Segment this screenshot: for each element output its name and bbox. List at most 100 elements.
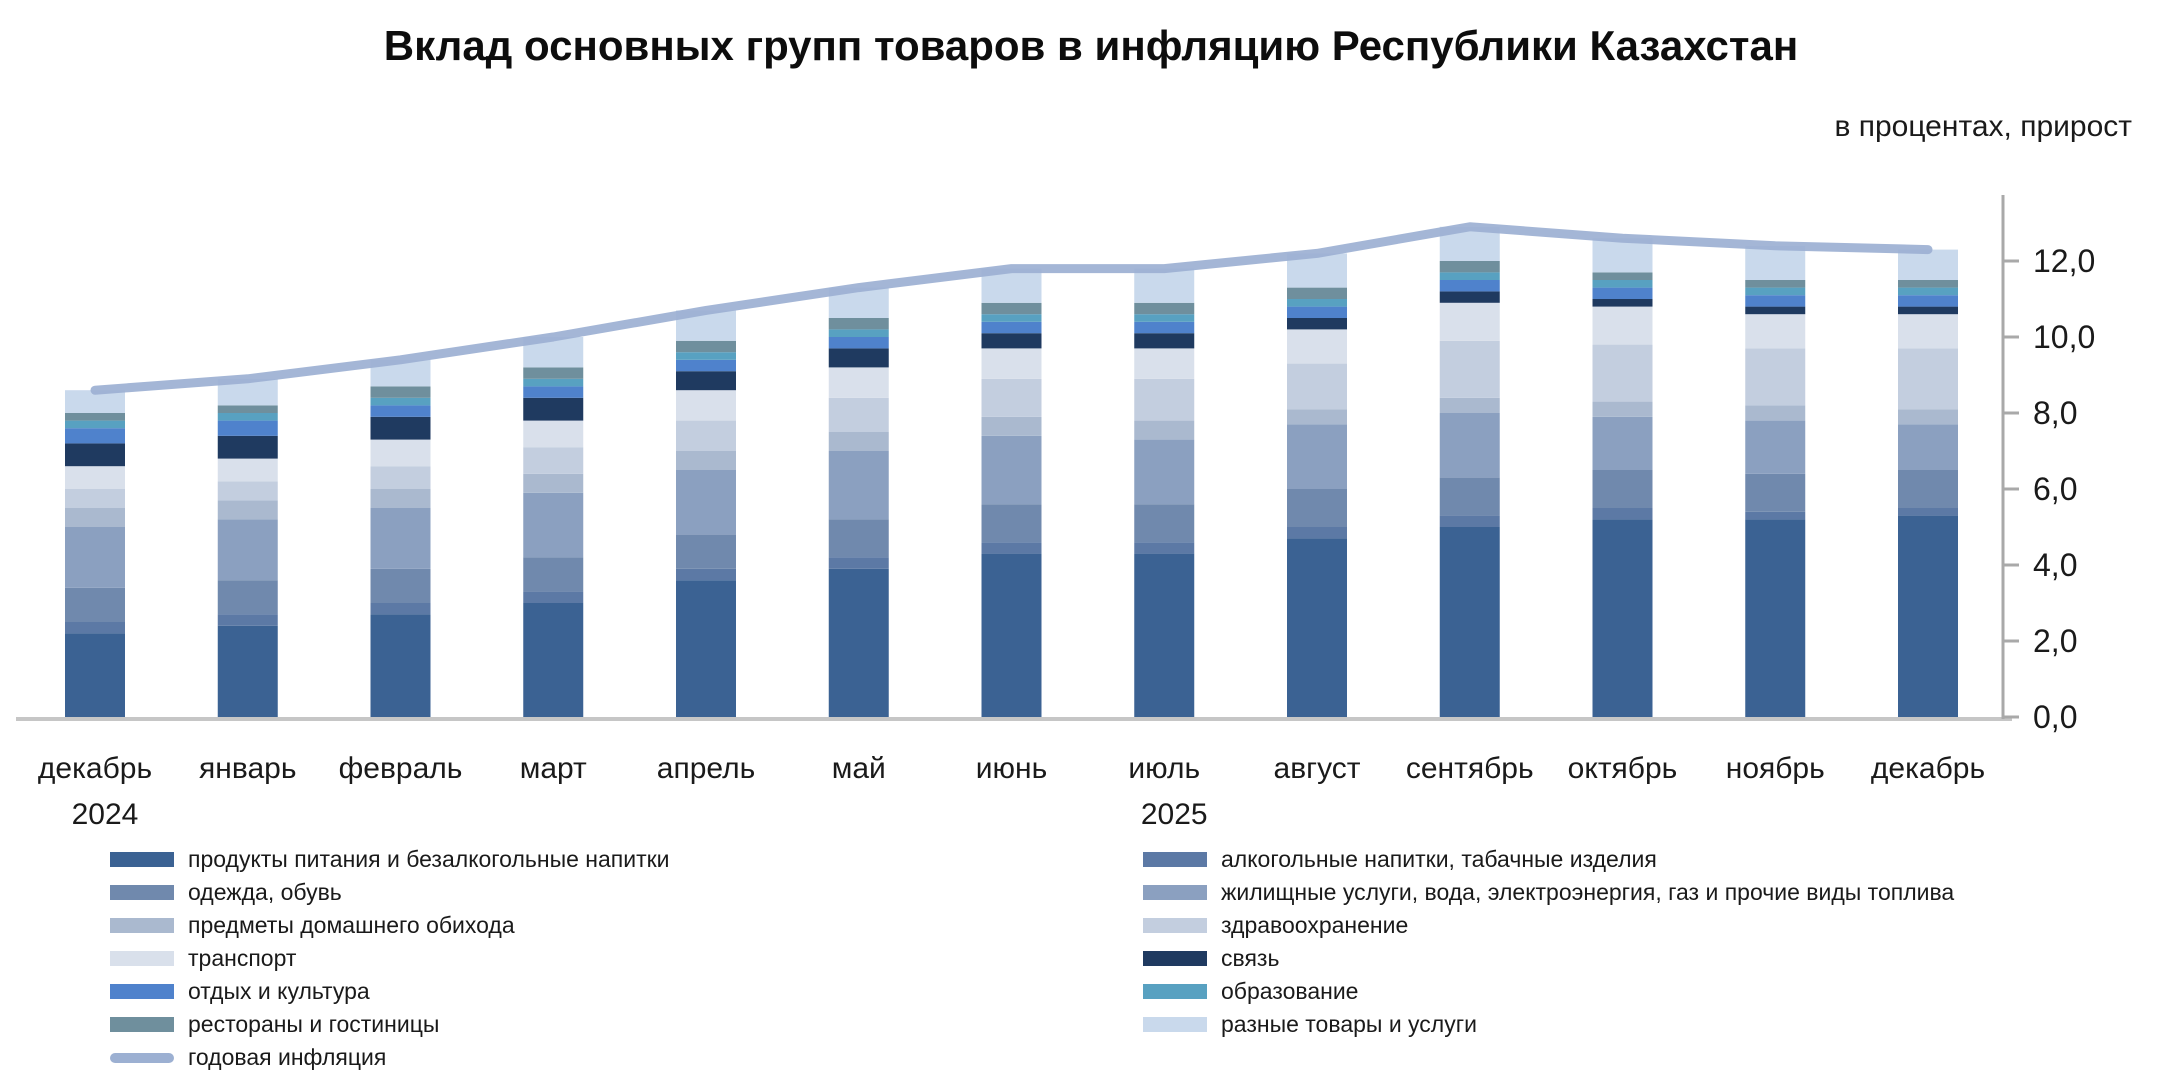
- bar-segment: [1287, 299, 1347, 307]
- bar-segment: [1134, 348, 1195, 379]
- bar-segment: [370, 603, 431, 615]
- legend-item: отдых и культура: [110, 975, 670, 1008]
- x-axis-year-label: 2024: [71, 798, 139, 831]
- x-axis-month-label: март: [519, 752, 587, 785]
- bar-segment: [1745, 280, 1806, 288]
- bar-segment: [676, 580, 736, 717]
- bar-segment: [828, 451, 889, 520]
- legend-label: годовая инфляция: [188, 1044, 387, 1070]
- bar-segment: [981, 378, 1042, 417]
- bar-segment: [676, 568, 736, 581]
- bar-segment: [65, 587, 125, 622]
- x-axis-month-label: февраль: [338, 752, 463, 785]
- bar-segment: [217, 519, 278, 581]
- y-tick-label: 6,0: [2033, 471, 2077, 507]
- legend-color-swatch: [110, 918, 174, 933]
- legend-item: разные товары и услуги: [1143, 1008, 1954, 1041]
- bar-segment: [1439, 280, 1500, 292]
- axis-units-label: в процентах, прирост: [1834, 110, 2132, 143]
- bar-segment: [523, 591, 584, 603]
- bar-segment: [1898, 515, 1958, 717]
- bar-segment: [217, 405, 278, 413]
- bar-segment: [828, 568, 889, 717]
- bar-segment: [1592, 238, 1653, 273]
- bar-segment: [1134, 504, 1195, 543]
- bar-segment: [1439, 302, 1500, 341]
- legend-label: здравоохранение: [1221, 912, 1409, 938]
- bar-segment: [217, 481, 278, 501]
- y-tick-label: 8,0: [2033, 395, 2077, 431]
- bar-segment: [1134, 378, 1195, 421]
- x-axis-month-label: июнь: [975, 752, 1048, 785]
- bar-segment: [1745, 306, 1806, 315]
- bar-segment: [1439, 477, 1500, 516]
- bar-segment: [1134, 542, 1195, 554]
- x-axis-month-label: август: [1273, 752, 1361, 785]
- bar-segment: [828, 348, 889, 368]
- bar-segment: [370, 466, 431, 489]
- bar-segment: [1745, 245, 1806, 280]
- bar-segment: [65, 622, 125, 634]
- bar-segment: [65, 633, 125, 717]
- bar-segment: [676, 340, 736, 353]
- bar-segment: [370, 614, 431, 717]
- chart-legend-left-column: продукты питания и безалкогольные напитк…: [110, 843, 670, 1072]
- bar-segment: [1898, 470, 1958, 508]
- x-axis-month-label: апрель: [656, 752, 756, 785]
- bar-segment: [370, 439, 431, 467]
- bar-segment: [370, 405, 431, 417]
- legend-item: здравоохранение: [1143, 909, 1954, 942]
- bar-segment: [1287, 489, 1347, 527]
- bar-segment: [1134, 302, 1195, 315]
- legend-label: продукты питания и безалкогольные напитк…: [188, 846, 670, 872]
- legend-item: годовая инфляция: [110, 1041, 670, 1072]
- bar-segment: [676, 470, 736, 535]
- bar-segment: [1592, 272, 1653, 280]
- bar-segment: [1592, 280, 1653, 288]
- bar-segment: [676, 359, 736, 372]
- legend-label: разные товары и услуги: [1221, 1011, 1477, 1037]
- chart-title: Вклад основных групп товаров в инфляцию …: [383, 22, 1799, 69]
- bar-segment: [1287, 538, 1347, 717]
- bar-segment: [1287, 329, 1347, 364]
- x-axis-month-label: декабрь: [37, 752, 153, 785]
- bar-segment: [523, 386, 584, 398]
- bar-segment: [1745, 348, 1806, 406]
- bar-segment: [828, 318, 889, 330]
- bar-segment: [1592, 416, 1653, 470]
- bar-segment: [1287, 409, 1347, 425]
- bar-segment: [217, 500, 278, 520]
- bar-segment: [1745, 519, 1806, 717]
- bar-segment: [523, 420, 584, 448]
- bar-segment: [370, 568, 431, 603]
- bar-segment: [981, 302, 1042, 315]
- bar-segment: [370, 397, 431, 406]
- x-axis-month-label: ноябрь: [1725, 752, 1825, 785]
- bar-segment: [523, 367, 584, 379]
- y-tick-label: 12,0: [2033, 243, 2095, 279]
- bar-segment: [676, 420, 736, 451]
- bar-segment: [676, 534, 736, 569]
- bar-segment: [1439, 261, 1500, 273]
- bar-segment: [523, 557, 584, 592]
- bar-segment: [1745, 420, 1806, 474]
- bar-segment: [1134, 333, 1195, 349]
- y-tick-label: 4,0: [2033, 547, 2077, 583]
- bar-segment: [1592, 344, 1653, 402]
- bar-segment: [1134, 439, 1195, 505]
- legend-item: жилищные услуги, вода, электроэнергия, г…: [1143, 876, 1954, 909]
- bar-segment: [828, 557, 889, 569]
- bar-segment: [981, 435, 1042, 505]
- bar-segment: [676, 451, 736, 470]
- legend-color-swatch: [1143, 951, 1207, 966]
- y-tick-label: 10,0: [2033, 319, 2095, 355]
- bar-segment: [981, 348, 1042, 379]
- bar-segment: [1745, 511, 1806, 520]
- bar-segment: [1898, 314, 1958, 349]
- bar-segment: [523, 397, 584, 421]
- legend-color-swatch: [110, 951, 174, 966]
- bar-segment: [65, 508, 125, 527]
- bar-segment: [1898, 295, 1958, 307]
- legend-label: связь: [1221, 945, 1280, 971]
